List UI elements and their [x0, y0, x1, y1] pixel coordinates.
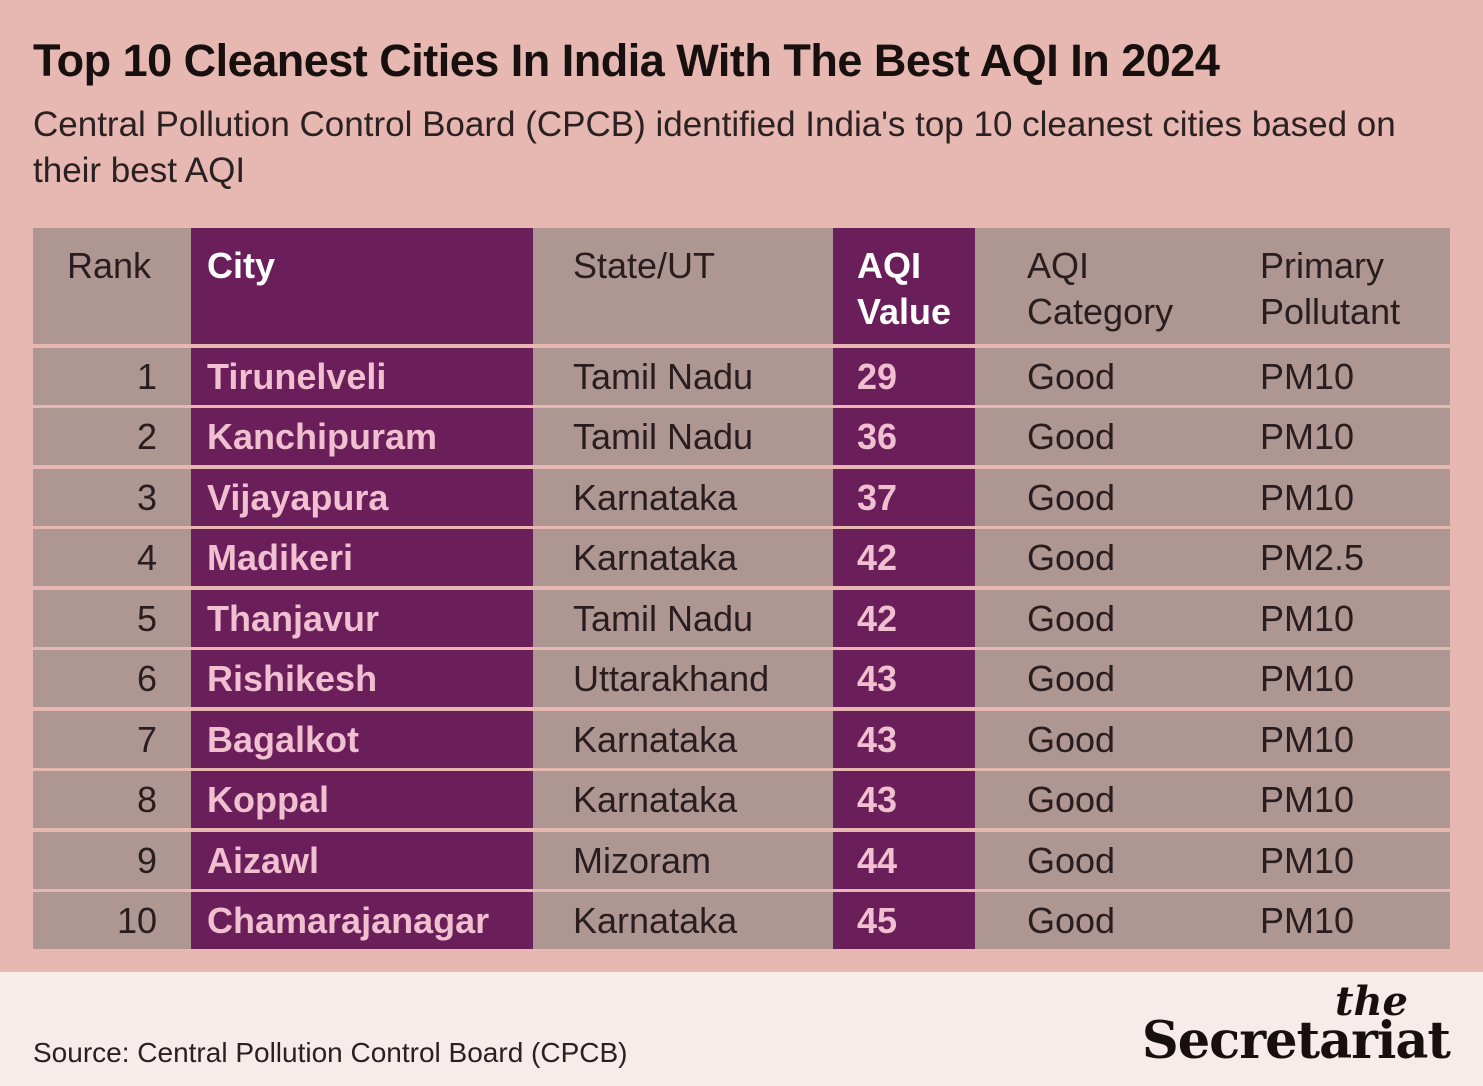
header-aqi-value: AQI Value: [833, 228, 975, 344]
rank-cell: 8: [33, 771, 191, 828]
rank-cell: 6: [33, 650, 191, 707]
pollutant-cell: PM10: [1209, 771, 1450, 828]
state-cell: Karnataka: [533, 771, 833, 828]
rank-cell: 5: [33, 589, 191, 647]
aqi-category-cell: Good: [975, 650, 1209, 707]
aqi-value-cell: 42: [833, 529, 975, 586]
chart-title: Top 10 Cleanest Cities In India With The…: [33, 35, 1220, 86]
table-row: 3 Vijayapura Karnataka 37 Good PM10: [33, 468, 1450, 526]
aqi-value-cell: 45: [833, 892, 975, 949]
table-row: 9 Aizawl Mizoram 44 Good PM10: [33, 831, 1450, 889]
rank-cell: 3: [33, 468, 191, 526]
pollutant-cell: PM10: [1209, 408, 1450, 465]
aqi-value-cell: 36: [833, 408, 975, 465]
pollutant-cell: PM2.5: [1209, 529, 1450, 586]
brand-logo-name: Secretariat: [1141, 1011, 1451, 1071]
state-cell: Mizoram: [533, 831, 833, 889]
city-cell: Chamarajanagar: [191, 892, 533, 949]
city-cell: Koppal: [191, 771, 533, 828]
aqi-category-cell: Good: [975, 468, 1209, 526]
city-cell: Rishikesh: [191, 650, 533, 707]
table-row: 7 Bagalkot Karnataka 43 Good PM10: [33, 710, 1450, 768]
source-note: Source: Central Pollution Control Board …: [33, 1037, 628, 1068]
city-cell: Thanjavur: [191, 589, 533, 647]
pollutant-cell: PM10: [1209, 468, 1450, 526]
table-row: 5 Thanjavur Tamil Nadu 42 Good PM10: [33, 589, 1450, 647]
aqi-category-cell: Good: [975, 408, 1209, 465]
pollutant-cell: PM10: [1209, 710, 1450, 768]
state-cell: Uttarakhand: [533, 650, 833, 707]
aqi-value-cell: 42: [833, 589, 975, 647]
aqi-value-cell: 43: [833, 771, 975, 828]
aqi-value-cell: 37: [833, 468, 975, 526]
pollutant-cell: PM10: [1209, 347, 1450, 405]
header-state: State/UT: [533, 228, 833, 344]
city-cell: Bagalkot: [191, 710, 533, 768]
state-cell: Karnataka: [533, 468, 833, 526]
rank-cell: 9: [33, 831, 191, 889]
footer-bar: Source: Central Pollution Control Board …: [0, 972, 1483, 1086]
header-aqi-category: AQI Category: [975, 228, 1209, 344]
rank-cell: 10: [33, 892, 191, 949]
header-city: City: [191, 228, 533, 344]
table-header-row: Rank City State/UT AQI Value AQI Categor…: [33, 228, 1450, 344]
state-cell: Karnataka: [533, 710, 833, 768]
pollutant-cell: PM10: [1209, 831, 1450, 889]
state-cell: Tamil Nadu: [533, 347, 833, 405]
aqi-category-cell: Good: [975, 831, 1209, 889]
city-cell: Kanchipuram: [191, 408, 533, 465]
aqi-category-cell: Good: [975, 710, 1209, 768]
header-primary-pollutant: Primary Pollutant: [1209, 228, 1450, 344]
header-rank: Rank: [33, 228, 191, 344]
aqi-value-cell: 43: [833, 650, 975, 707]
city-cell: Vijayapura: [191, 468, 533, 526]
aqi-category-cell: Good: [975, 529, 1209, 586]
rank-cell: 2: [33, 408, 191, 465]
state-cell: Tamil Nadu: [533, 589, 833, 647]
state-cell: Karnataka: [533, 892, 833, 949]
pollutant-cell: PM10: [1209, 892, 1450, 949]
pollutant-cell: PM10: [1209, 650, 1450, 707]
aqi-value-cell: 43: [833, 710, 975, 768]
pollutant-cell: PM10: [1209, 589, 1450, 647]
table-row: 1 Tirunelveli Tamil Nadu 29 Good PM10: [33, 347, 1450, 405]
aqi-table: Rank City State/UT AQI Value AQI Categor…: [33, 228, 1450, 949]
rank-cell: 4: [33, 529, 191, 586]
brand-logo-the: the: [1334, 978, 1408, 1025]
table-row: 2 Kanchipuram Tamil Nadu 36 Good PM10: [33, 408, 1450, 465]
aqi-value-cell: 29: [833, 347, 975, 405]
table-row: 4 Madikeri Karnataka 42 Good PM2.5: [33, 529, 1450, 586]
rank-cell: 1: [33, 347, 191, 405]
rank-cell: 7: [33, 710, 191, 768]
city-cell: Tirunelveli: [191, 347, 533, 405]
aqi-category-cell: Good: [975, 892, 1209, 949]
chart-subtitle: Central Pollution Control Board (CPCB) i…: [33, 105, 1396, 190]
infographic-panel: Top 10 Cleanest Cities In India With The…: [33, 35, 1450, 949]
city-cell: Aizawl: [191, 831, 533, 889]
aqi-value-cell: 44: [833, 831, 975, 889]
table-row: 6 Rishikesh Uttarakhand 43 Good PM10: [33, 650, 1450, 707]
city-cell: Madikeri: [191, 529, 533, 586]
table-row: 10 Chamarajanagar Karnataka 45 Good PM10: [33, 892, 1450, 949]
state-cell: Tamil Nadu: [533, 408, 833, 465]
aqi-category-cell: Good: [975, 347, 1209, 405]
aqi-category-cell: Good: [975, 771, 1209, 828]
aqi-category-cell: Good: [975, 589, 1209, 647]
table-row: 8 Koppal Karnataka 43 Good PM10: [33, 771, 1450, 828]
state-cell: Karnataka: [533, 529, 833, 586]
